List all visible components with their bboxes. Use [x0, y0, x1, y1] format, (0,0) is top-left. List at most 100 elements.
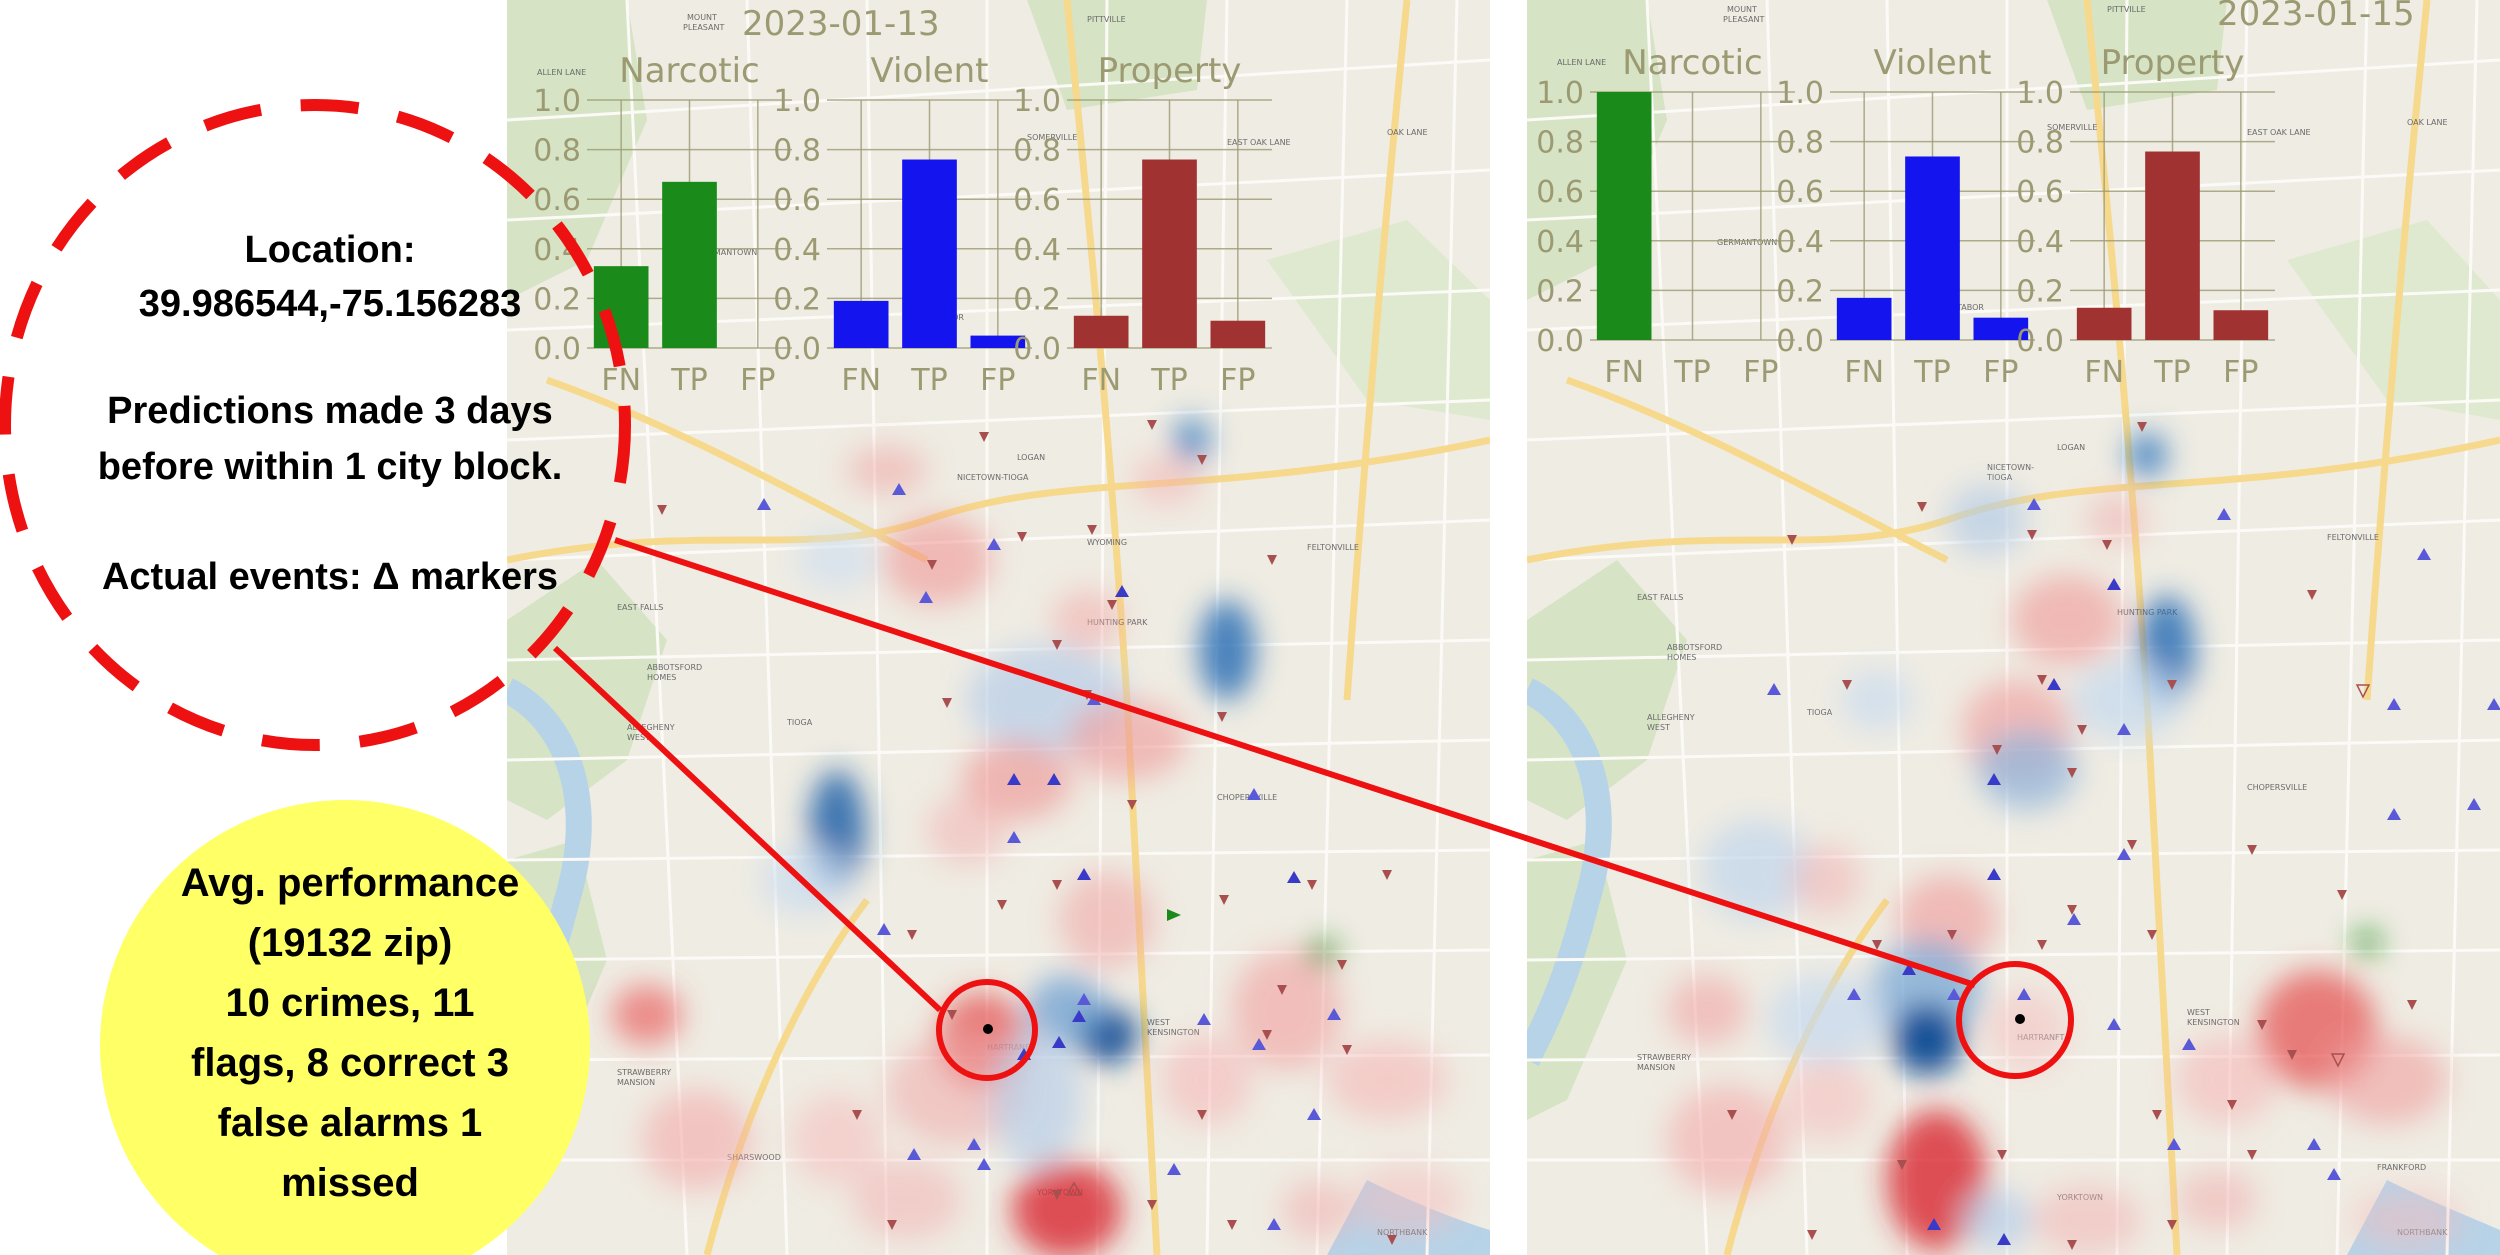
x-tick-label: FP — [980, 363, 1015, 398]
svg-text:WEST: WEST — [2187, 1008, 2210, 1017]
svg-text:WEST: WEST — [1147, 1018, 1170, 1027]
y-tick-label: 1.0 — [2016, 76, 2064, 111]
y-tick-label: 0.4 — [2016, 225, 2064, 260]
svg-text:STRAWBERRY: STRAWBERRY — [617, 1068, 671, 1077]
y-tick-label: 0.8 — [1776, 126, 1824, 161]
chart-svg: Narcotic 0.0 0.2 0.4 0.6 0.8 1.0 FN TP FP — [1536, 43, 1795, 390]
svg-text:ALLEGHENY: ALLEGHENY — [1647, 713, 1695, 722]
x-tick-label: TP — [1913, 355, 1950, 390]
svg-text:CHOPERSVILLE: CHOPERSVILLE — [2247, 783, 2307, 792]
svg-text:EAST FALLS: EAST FALLS — [1637, 593, 1683, 602]
chart-svg: Violent 0.0 0.2 0.4 0.6 0.8 1.0 FN TP FP — [1776, 43, 2035, 390]
chart-title: Violent — [1873, 43, 1991, 83]
svg-text:LOGAN: LOGAN — [2057, 443, 2085, 452]
location-label: Location: — [244, 229, 416, 271]
bar-chart-violent-right: Violent 0.0 0.2 0.4 0.6 0.8 1.0 FN TP FP — [1755, 22, 2055, 402]
svg-text:EAST OAK LANE: EAST OAK LANE — [2247, 128, 2311, 137]
performance-line-3: 10 crimes, 11 — [225, 981, 475, 1025]
x-tick-label: FN — [841, 363, 881, 398]
predictions-line-1: Predictions made 3 days — [107, 390, 553, 432]
chart-title: Property — [2101, 43, 2245, 83]
bar-tp — [2145, 151, 2200, 340]
map-panel-left[interactable]: MOUNT PLEASANT ALLEN LANE PITTVILLE OAK LA… — [507, 0, 1490, 1255]
y-tick-label: 0.0 — [1776, 324, 1824, 359]
svg-text:HOMES: HOMES — [1667, 653, 1696, 662]
svg-text:LOGAN: LOGAN — [1017, 453, 1045, 462]
performance-line-2: (19132 zip) — [247, 921, 453, 965]
x-tick-label: FP — [1743, 355, 1778, 390]
y-tick-label: 0.4 — [1776, 225, 1824, 260]
svg-text:SOMERVILLE: SOMERVILLE — [1027, 133, 1077, 142]
predictions-line-2: before within 1 city block. — [97, 446, 563, 488]
date-label-left: 2023-01-13 — [742, 4, 940, 44]
y-tick-label: 1.0 — [533, 84, 581, 119]
svg-text:OAK LANE: OAK LANE — [1387, 128, 1428, 137]
y-tick-label: 1.0 — [1776, 76, 1824, 111]
y-tick-label: 0.2 — [2016, 274, 2064, 309]
x-tick-label: TP — [910, 363, 947, 398]
y-tick-label: 0.4 — [773, 233, 821, 268]
svg-text:KENSINGTON: KENSINGTON — [1147, 1028, 1200, 1037]
performance-line-6: missed — [281, 1161, 419, 1205]
chart-svg: Property 0.0 0.2 0.4 0.6 0.8 1.0 FN TP FP — [1013, 51, 1272, 398]
y-tick-label: 0.8 — [773, 134, 821, 169]
y-tick-label: 0.6 — [1776, 175, 1824, 210]
svg-text:TIOGA: TIOGA — [786, 718, 813, 727]
svg-text:NICETOWN-: NICETOWN- — [1987, 463, 2034, 472]
bar-chart-narcotic-right: Narcotic 0.0 0.2 0.4 0.6 0.8 1.0 FN TP FP — [1527, 22, 1815, 402]
x-tick-label: TP — [670, 363, 707, 398]
location-dot-right — [2015, 1014, 2025, 1024]
bar-fp — [2213, 310, 2269, 340]
y-tick-label: 0.0 — [2016, 324, 2064, 359]
y-tick-label: 0.2 — [1776, 274, 1824, 309]
bar-fp — [1210, 320, 1266, 348]
svg-text:GERMANTOWN: GERMANTOWN — [1717, 238, 1777, 247]
svg-text:FELTONVILLE: FELTONVILLE — [2327, 533, 2379, 542]
x-tick-label: FP — [740, 363, 775, 398]
svg-text:EAST OAK LANE: EAST OAK LANE — [1227, 138, 1291, 147]
x-tick-label: FN — [1604, 355, 1644, 390]
location-value: 39.986544,-75.156283 — [138, 283, 522, 325]
y-tick-label: 0.2 — [773, 282, 821, 317]
svg-text:SHARSWOOD: SHARSWOOD — [727, 1153, 781, 1162]
svg-text:TIOGA: TIOGA — [1986, 473, 2013, 482]
y-tick-label: 0.2 — [1536, 274, 1584, 309]
performance-line-4: flags, 8 correct 3 — [191, 1041, 509, 1085]
actual-events-label: Actual events: Δ markers — [101, 556, 559, 598]
bar-fp — [1973, 317, 2029, 340]
svg-text:ALLEN LANE: ALLEN LANE — [537, 68, 586, 77]
y-tick-label: 0.8 — [533, 134, 581, 169]
y-tick-label: 0.6 — [533, 183, 581, 218]
y-tick-label: 0.0 — [1013, 332, 1061, 367]
bar-tp — [1905, 156, 1960, 340]
svg-text:MANSION: MANSION — [1637, 1063, 1675, 1072]
bar-tp — [902, 159, 957, 348]
y-tick-label: 0.2 — [1013, 282, 1061, 317]
svg-text:ABBOTSFORD: ABBOTSFORD — [1667, 643, 1722, 652]
x-tick-label: TP — [2153, 355, 2190, 390]
x-tick-label: FP — [1220, 363, 1255, 398]
y-tick-label: 1.0 — [1013, 84, 1061, 119]
map-panel-right[interactable]: MOUNT PLEASANT ALLEN LANE PITTVILLE OAK LA… — [1527, 0, 2500, 1255]
bar-fn — [1073, 315, 1129, 348]
chart-title: Narcotic — [619, 51, 759, 91]
svg-text:TIOGA: TIOGA — [1806, 708, 1833, 717]
svg-text:PITTVILLE: PITTVILLE — [1087, 15, 1126, 24]
performance-line-5: false alarms 1 — [217, 1101, 483, 1145]
location-dot-left — [983, 1024, 993, 1034]
x-tick-label: TP — [1150, 363, 1187, 398]
svg-text:MOUNT: MOUNT — [687, 13, 717, 22]
y-tick-label: 0.6 — [1013, 183, 1061, 218]
svg-text:FELTONVILLE: FELTONVILLE — [1307, 543, 1359, 552]
bar-tp — [662, 181, 717, 348]
svg-text:CHOPERSVILLE: CHOPERSVILLE — [1217, 793, 1277, 802]
svg-text:NICETOWN-TIOGA: NICETOWN-TIOGA — [957, 473, 1029, 482]
y-tick-label: 1.0 — [1536, 76, 1584, 111]
bar-fn — [2076, 307, 2132, 340]
svg-text:FRANKFORD: FRANKFORD — [2377, 1163, 2426, 1172]
y-tick-label: 0.8 — [2016, 126, 2064, 161]
performance-line-1: Avg. performance — [180, 861, 520, 905]
y-tick-label: 0.8 — [1013, 134, 1061, 169]
y-tick-label: 0.8 — [1536, 126, 1584, 161]
y-tick-label: 0.6 — [1536, 175, 1584, 210]
